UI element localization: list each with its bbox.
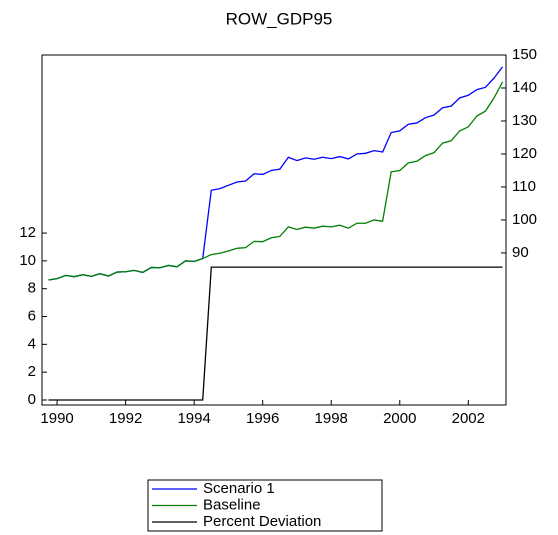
x-tick-label: 1990 bbox=[40, 410, 73, 427]
legend-label: Baseline bbox=[203, 496, 261, 513]
legend-label: Percent Deviation bbox=[203, 513, 321, 530]
series-line bbox=[48, 81, 504, 281]
y2-tick-label: 100 bbox=[512, 211, 537, 228]
x-tick-label: 2000 bbox=[383, 410, 416, 427]
y2-tick-label: 140 bbox=[512, 79, 537, 96]
y-tick-label: 10 bbox=[19, 252, 36, 269]
y2-tick-label: 90 bbox=[512, 244, 529, 261]
y-tick-label: 0 bbox=[28, 391, 36, 408]
y-tick-label: 6 bbox=[28, 307, 36, 324]
y-tick-label: 8 bbox=[28, 280, 36, 297]
y-tick-label: 4 bbox=[28, 335, 36, 352]
x-tick-label: 1994 bbox=[177, 410, 210, 427]
y2-tick-label: 110 bbox=[512, 178, 536, 195]
y2-tick-label: 120 bbox=[512, 145, 537, 162]
y-tick-label: 12 bbox=[19, 224, 36, 241]
x-tick-label: 1996 bbox=[246, 410, 279, 427]
x-tick-label: 2002 bbox=[452, 410, 485, 427]
series-line bbox=[48, 66, 504, 281]
y2-tick-label: 130 bbox=[512, 112, 537, 129]
plot-frame bbox=[41, 54, 507, 406]
series-line bbox=[48, 266, 503, 401]
x-tick-label: 1998 bbox=[315, 410, 348, 427]
legend-label: Scenario 1 bbox=[203, 480, 275, 497]
x-tick-label: 1992 bbox=[109, 410, 142, 427]
y-tick-label: 2 bbox=[28, 363, 36, 380]
chart-title: ROW_GDP95 bbox=[226, 9, 333, 28]
y2-tick-label: 150 bbox=[512, 46, 537, 63]
